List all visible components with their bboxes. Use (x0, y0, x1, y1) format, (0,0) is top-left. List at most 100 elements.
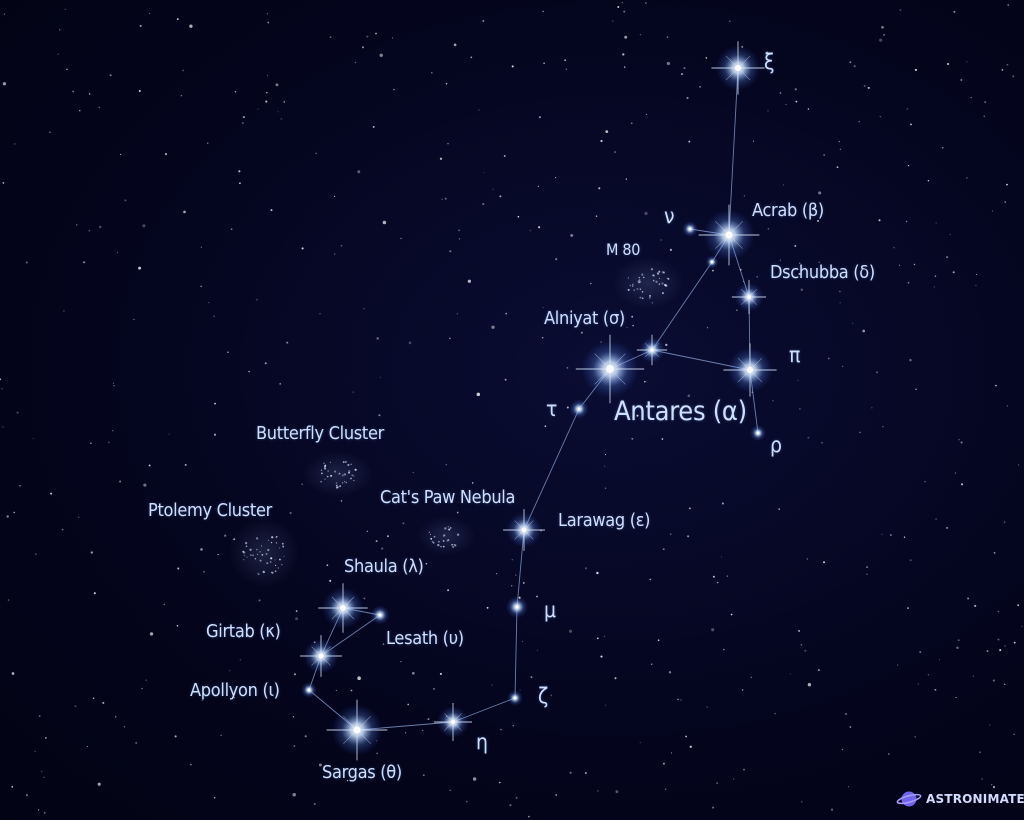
background-star (217, 553, 219, 556)
background-star (329, 579, 332, 582)
background-star (512, 725, 514, 727)
background-star (660, 239, 662, 241)
cats-paw-nebula-star (449, 527, 452, 529)
butterfly-cluster-star (327, 470, 329, 472)
background-star (505, 312, 508, 315)
background-star (952, 271, 955, 274)
background-star (604, 487, 607, 489)
background-star (983, 115, 985, 117)
background-star (721, 556, 723, 558)
m80-cluster-star (663, 271, 665, 274)
ptolemy-cluster-star (249, 548, 252, 551)
background-star (818, 191, 822, 195)
background-star (555, 258, 558, 261)
label-sargas: Sargas (θ) (322, 762, 402, 783)
star-tau (569, 399, 589, 419)
background-star (752, 140, 755, 142)
butterfly-cluster-star (324, 478, 326, 480)
ptolemy-cluster-star (271, 571, 274, 574)
label-shaula: Shaula (λ) (344, 556, 424, 577)
background-star (482, 203, 485, 206)
background-star (680, 699, 682, 701)
cats-paw-nebula-star (442, 540, 445, 542)
background-star (295, 617, 299, 621)
background-star (1018, 464, 1020, 466)
star-apollyon (301, 682, 317, 698)
background-star (265, 100, 268, 103)
background-star (993, 551, 996, 554)
background-star (517, 215, 520, 218)
butterfly-cluster-star (320, 480, 322, 483)
background-star (839, 290, 841, 293)
background-star (798, 272, 801, 275)
label-dschubba: Dschubba (δ) (770, 262, 875, 283)
background-star (953, 10, 956, 13)
background-star (785, 103, 787, 106)
background-star (966, 177, 968, 179)
constellation-line-tau-larawag (523, 408, 580, 531)
background-star (924, 480, 926, 483)
background-star (79, 110, 81, 112)
background-star (149, 632, 154, 636)
background-star (818, 261, 820, 264)
background-star (119, 480, 122, 483)
background-star (498, 781, 501, 784)
butterfly-cluster-star (354, 468, 357, 471)
butterfly-cluster-star (341, 474, 344, 477)
background-star (145, 679, 147, 681)
background-star (458, 229, 461, 232)
background-star (201, 699, 203, 702)
background-star (213, 796, 216, 799)
cats-paw-nebula-star (447, 526, 450, 528)
background-star (515, 574, 517, 576)
background-star (600, 655, 603, 658)
background-star (382, 643, 385, 645)
background-star (664, 788, 667, 791)
background-star (295, 610, 298, 612)
background-star (580, 331, 583, 334)
background-star (449, 250, 452, 253)
star-core (747, 295, 751, 299)
background-star (1, 388, 3, 390)
background-star (756, 276, 758, 278)
star-acrab (698, 204, 760, 266)
background-star (98, 106, 100, 108)
background-star (662, 548, 665, 551)
background-star (836, 166, 839, 168)
background-star (190, 763, 192, 766)
ptolemy-cluster-star (267, 539, 270, 542)
star-pi (723, 343, 777, 397)
butterfly-cluster-star (341, 482, 344, 484)
background-star (422, 774, 425, 777)
background-star (200, 548, 203, 551)
background-star (301, 247, 304, 250)
background-star (663, 762, 665, 765)
background-star (625, 178, 628, 180)
background-star (680, 73, 684, 76)
background-star (774, 712, 776, 715)
background-star (729, 20, 731, 23)
background-star (956, 646, 959, 649)
m80-cluster-star (637, 280, 640, 283)
background-star (375, 540, 378, 543)
background-star (43, 811, 46, 814)
background-star (536, 649, 538, 651)
background-star (445, 463, 448, 466)
background-star (688, 507, 691, 510)
background-star (899, 9, 902, 12)
background-star (992, 210, 994, 212)
m80-cluster-star (641, 273, 644, 276)
background-star (478, 109, 480, 111)
m80-cluster-star (649, 297, 651, 299)
background-star (866, 573, 868, 576)
background-star (486, 606, 489, 609)
background-star (427, 718, 430, 721)
background-star (919, 651, 922, 654)
star-m8 (705, 255, 719, 269)
background-star (206, 142, 209, 144)
background-star (319, 312, 321, 315)
background-star (954, 472, 956, 474)
m80-cluster-star (658, 270, 661, 273)
background-star (2, 426, 4, 428)
background-star (935, 518, 937, 520)
